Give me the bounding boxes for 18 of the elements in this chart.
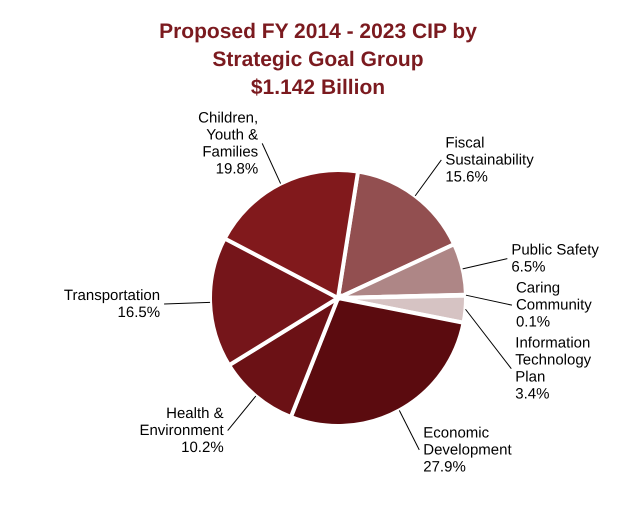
data-label: 10.2% [181,439,224,456]
chart-title: Proposed FY 2014 - 2023 CIP by Strategic Goal Group [159,20,478,71]
data-label: 15.6% [445,168,488,186]
slice-label: Transportation [64,286,160,304]
data-label: 6.5% [511,258,546,276]
data-label: 27.9% [423,458,466,476]
slice-label: Public Safety [511,242,600,259]
slice-label: Health & Environment [139,405,224,440]
slice-label: Caring Community [516,280,592,314]
chart-subtitle: $1.142 Billion [250,76,386,99]
slice-label: Children, Youth & Families [198,109,258,160]
data-label: 3.4% [515,386,550,403]
slice-label: Information Technology Plan [515,334,592,386]
slice-label: Fiscal Sustainability [445,134,534,168]
data-label: 19.8% [216,160,258,178]
data-label: 16.5% [118,304,160,321]
slice-label: Economic Development [423,424,512,458]
data-label: 0.1% [516,314,550,331]
